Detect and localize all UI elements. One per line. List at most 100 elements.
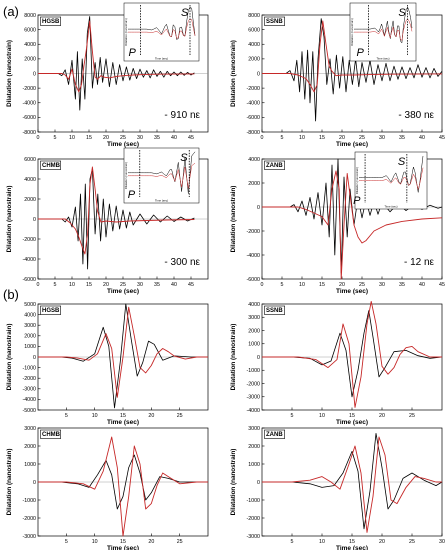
y-tick-label: -4000 (246, 101, 260, 107)
p-phase-label: P (128, 189, 136, 201)
inset-trace-black (128, 151, 196, 194)
series-line-red (262, 436, 442, 533)
y-tick-label: 4000 (24, 177, 36, 183)
x-tick-label: 5 (65, 539, 68, 545)
x-tick-label: 30 (439, 539, 445, 545)
inset-plot: P S Time (sec) Dilatation (nanostrain) (123, 147, 200, 204)
station-label: CHMB (42, 163, 61, 169)
y-tick-label: 2000 (24, 57, 36, 63)
station-label-box (40, 429, 62, 439)
y-tick-label: -4000 (246, 408, 260, 414)
x-tick-label: 20 (379, 413, 385, 419)
series-line-red (38, 166, 195, 255)
y-tick-label: 3000 (24, 426, 36, 432)
inset-x-label: Time (sec) (155, 199, 168, 203)
x-tick-label: 25 (409, 539, 415, 545)
panel-a-label: (a) (3, 4, 19, 19)
x-axis-label: Time (sec) (107, 419, 139, 426)
y-axis-label: Dilatation (nanostrain) (6, 449, 13, 516)
x-tick-label: 40 (171, 282, 177, 288)
x-tick-label: 5 (291, 413, 294, 419)
x-tick-label: 25 (120, 282, 126, 288)
y-tick-label: -3000 (22, 534, 36, 540)
x-tick-label: 25 (120, 135, 126, 141)
x-tick-label: 35 (399, 282, 405, 288)
series-line-red (38, 20, 195, 93)
y-tick-label: -1000 (22, 498, 36, 504)
inset-plot: P S Time (sec) Dilatation (nanostrain) (349, 2, 417, 62)
y-tick-label: 1000 (248, 462, 260, 468)
inset-trace-red (128, 163, 196, 189)
y-tick-label: 0 (33, 480, 36, 486)
station-label-box (40, 16, 62, 26)
station-label-box (264, 305, 286, 315)
x-axis-label: Time (sec) (107, 141, 139, 148)
y-tick-label: -2000 (22, 237, 36, 243)
y-tick-label: 4000 (248, 42, 260, 48)
series-line-black (262, 18, 443, 122)
y-tick-label: -5000 (22, 408, 36, 414)
y-tick-label: 2000 (248, 328, 260, 334)
x-tick-label: 10 (92, 413, 98, 419)
x-tick-label: 30 (137, 282, 143, 288)
y-tick-label: 0 (257, 71, 260, 77)
station-label-box (40, 160, 62, 170)
x-tick-label: 20 (148, 539, 154, 545)
x-tick-label: 30 (379, 135, 385, 141)
x-tick-label: 15 (319, 135, 325, 141)
s-phase-label: S (180, 152, 188, 164)
station-label-box (264, 429, 286, 439)
y-axis-label: Dilatation (nanostrain) (6, 40, 13, 107)
inset-y-label: Dilatation (nanostrain) (124, 162, 128, 189)
x-tick-label: 45 (439, 282, 445, 288)
x-tick-label: 15 (120, 539, 126, 545)
p-phase-label: P (129, 47, 137, 59)
x-tick-label: 15 (86, 282, 92, 288)
y-axis-label: Dilatation (nanostrain) (230, 186, 237, 253)
y-tick-label: -2000 (246, 516, 260, 522)
x-tick-label: 10 (319, 413, 325, 419)
inset-y-label: Dilatation (nanostrain) (350, 18, 354, 45)
station-label: SSNB (266, 19, 283, 25)
y-tick-label: 4000 (24, 42, 36, 48)
y-tick-label: 0 (257, 205, 260, 211)
y-tick-label: 4000 (248, 302, 260, 308)
y-tick-label: -1000 (246, 498, 260, 504)
inset-trace-black (359, 155, 424, 193)
x-tick-label: 0 (261, 282, 264, 288)
station-label: HGSB (42, 308, 60, 314)
x-tick-label: 20 (339, 135, 345, 141)
x-tick-label: 5 (281, 282, 284, 288)
y-tick-label: 1000 (248, 342, 260, 348)
chart-b-ssnb: 5 10 15 20 25 -4000 -3000 -2000 -1000 0 1000 2000 30… (230, 300, 443, 426)
series-line-red (38, 436, 208, 537)
offset-annotation: - 380 nε (398, 110, 434, 121)
x-tick-label: 45 (439, 135, 445, 141)
y-tick-label: 3000 (248, 315, 260, 321)
y-tick-label: -2000 (246, 229, 260, 235)
y-tick-label: 6000 (24, 157, 36, 163)
chart-a-zanb: 0 5 10 15 20 25 30 35 40 45 -6000 -4000 -2000 0 2000 40… (230, 151, 445, 295)
inset-y-label: Dilatation (nanostrain) (355, 167, 359, 194)
y-tick-label: 4000 (248, 157, 260, 163)
plot-frame (261, 158, 443, 280)
series-line-red (38, 306, 208, 398)
station-label: CHMB (42, 432, 61, 438)
inset-trace-red (128, 18, 196, 39)
x-tick-label: 20 (103, 135, 109, 141)
x-tick-label: 5 (65, 413, 68, 419)
p-phase-label: P (356, 47, 364, 59)
x-tick-label: 5 (281, 135, 284, 141)
y-axis-label: Dilatation (nanostrain) (6, 186, 13, 253)
y-tick-label: -1000 (246, 368, 260, 374)
y-tick-label: 2000 (248, 181, 260, 187)
inset-trace-black (128, 6, 196, 40)
x-tick-label: 20 (148, 413, 154, 419)
y-tick-label: 1000 (24, 462, 36, 468)
y-tick-label: -8000 (22, 130, 36, 136)
x-tick-label: 10 (92, 539, 98, 545)
x-axis-label: Time (sec) (107, 288, 139, 295)
y-axis-label: Dilatation (nanostrain) (6, 324, 13, 391)
x-tick-label: 0 (37, 282, 40, 288)
